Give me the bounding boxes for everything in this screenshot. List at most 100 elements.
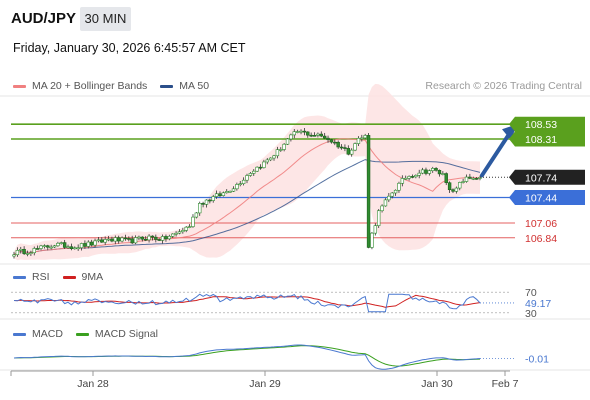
candle-body	[268, 157, 273, 161]
candle-body	[353, 143, 357, 151]
candle-body	[302, 130, 307, 133]
candle-body	[96, 239, 101, 242]
legend-rsi: RSI	[13, 271, 50, 283]
candle-body	[157, 239, 161, 241]
candle-body	[258, 166, 263, 169]
candle-body	[214, 193, 219, 197]
candle-body	[238, 183, 242, 185]
candle-body	[123, 237, 128, 240]
candle-body	[326, 137, 330, 141]
candle-body	[231, 188, 236, 192]
candle-body	[380, 205, 384, 212]
candle-body	[417, 172, 421, 176]
x-tick-label-2: Jan 30	[421, 378, 453, 390]
candle-body	[444, 173, 448, 184]
candle-body	[279, 149, 283, 151]
candle-body	[295, 131, 300, 133]
candle-body	[252, 170, 256, 174]
candle-body	[73, 247, 77, 250]
candle-body	[140, 236, 145, 240]
candle-body	[225, 191, 229, 194]
candle-body	[248, 173, 253, 176]
candle-body	[336, 141, 340, 148]
candle-body	[76, 247, 80, 250]
timeframe-button[interactable]: 30 MIN	[80, 7, 131, 31]
legend-ma20: MA 20 + Bollinger Bands	[13, 80, 147, 92]
rsi-tick-30: 30	[525, 308, 537, 320]
candle-body	[66, 246, 70, 249]
candle-body	[100, 239, 104, 243]
pivot-tag-bg	[509, 189, 585, 205]
legend-ma50: MA 50	[160, 80, 209, 92]
candle-body	[194, 212, 199, 218]
candle-body	[201, 203, 205, 205]
candle-body	[204, 199, 209, 205]
candle-body	[120, 237, 124, 242]
ma50-swatch	[160, 84, 174, 88]
rsi-legend: RSI 9MA	[13, 271, 116, 283]
candle-body	[373, 225, 378, 234]
candle-body	[424, 169, 428, 174]
candle-body	[458, 182, 462, 189]
candle-body	[116, 237, 121, 242]
pivot-tag: 107.44	[525, 192, 557, 204]
candle-body	[35, 248, 40, 250]
candle-body	[137, 236, 141, 239]
candle-body	[32, 248, 36, 254]
candle-body	[49, 246, 53, 249]
candle-body	[461, 181, 465, 183]
candle-body	[106, 238, 111, 241]
candle-body	[407, 176, 411, 179]
macd-swatch	[13, 332, 26, 336]
datetime-label: Friday, January 30, 2026 6:45:57 AM CET	[13, 41, 246, 55]
candle-body	[133, 237, 138, 244]
x-tick-label-3: Feb 7	[492, 378, 519, 390]
candle-body	[299, 130, 303, 133]
credit-label: Research © 2026 Trading Central	[425, 80, 582, 92]
candle-body	[370, 232, 374, 248]
legend-macd: MACD	[13, 328, 63, 340]
candle-body	[309, 134, 313, 137]
candle-body	[316, 133, 320, 136]
macd-legend: MACD MACD Signal	[13, 328, 171, 340]
ma50-line	[13, 159, 481, 256]
candle-body	[339, 146, 344, 149]
legend-macd-signal: MACD Signal	[75, 328, 158, 340]
rsi-swatch	[13, 275, 26, 279]
symbol-label: AUD/JPY	[11, 10, 77, 27]
legend-rsi-ma-label: 9MA	[81, 271, 104, 283]
candle-body	[113, 237, 118, 242]
candle-body	[228, 190, 232, 193]
candle-body	[221, 192, 226, 196]
candle-body	[89, 241, 94, 246]
resistance-2-tag: 108.31	[525, 134, 557, 146]
candle-body	[471, 178, 475, 180]
rsi-last-value: 49.17	[525, 298, 551, 310]
candle-body	[241, 179, 246, 184]
candle-body	[22, 248, 26, 255]
candle-body	[383, 199, 388, 207]
x-tick-label-1: Jan 29	[249, 378, 281, 390]
candle-body	[360, 137, 364, 140]
candle-body	[42, 245, 47, 247]
candle-body	[191, 216, 195, 227]
candle-body	[265, 159, 269, 163]
candle-body	[420, 169, 425, 174]
candle-body	[110, 238, 114, 242]
candle-body	[437, 169, 442, 175]
candle-body	[262, 161, 266, 168]
legend-macd-label: MACD	[32, 328, 63, 340]
resistance-1-tag-bg	[509, 116, 585, 132]
candle-body	[414, 174, 418, 178]
candles-group	[12, 127, 482, 259]
candle-body	[187, 226, 192, 228]
candle-body	[397, 182, 401, 191]
candle-body	[329, 139, 334, 143]
candle-body	[427, 170, 432, 174]
candle-body	[272, 155, 276, 159]
candle-body	[69, 246, 74, 249]
candle-body	[154, 236, 158, 240]
candle-body	[103, 239, 107, 243]
candle-body	[255, 166, 259, 172]
